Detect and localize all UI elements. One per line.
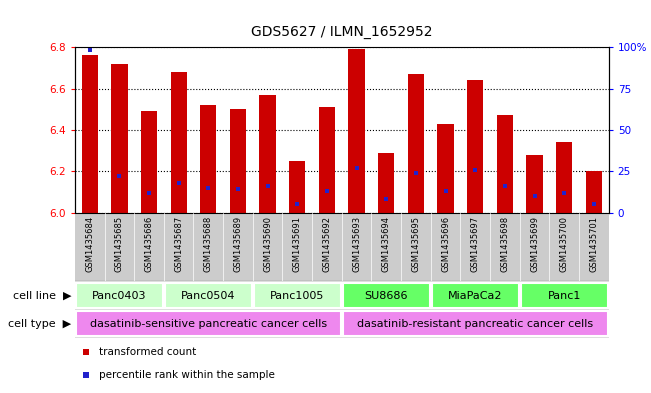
Text: GSM1435694: GSM1435694 [381, 216, 391, 272]
Text: GSM1435689: GSM1435689 [234, 216, 242, 272]
Bar [76, 311, 341, 336]
Bar [319, 107, 335, 213]
Bar [165, 283, 252, 308]
Text: GSM1435685: GSM1435685 [115, 216, 124, 272]
Text: GSM1435697: GSM1435697 [471, 216, 480, 272]
Text: GSM1435701: GSM1435701 [589, 216, 598, 272]
Bar [497, 116, 513, 213]
Bar [171, 72, 187, 213]
Bar [230, 109, 246, 213]
Text: GDS5627 / ILMN_1652952: GDS5627 / ILMN_1652952 [251, 25, 432, 39]
Bar [200, 105, 217, 213]
Text: MiaPaCa2: MiaPaCa2 [448, 290, 503, 301]
Text: Panc1005: Panc1005 [270, 290, 324, 301]
Text: Panc0504: Panc0504 [181, 290, 236, 301]
Text: GSM1435698: GSM1435698 [501, 216, 509, 272]
Bar [342, 311, 608, 336]
Bar [141, 111, 157, 213]
Bar [348, 49, 365, 213]
Text: cell line  ▶: cell line ▶ [13, 290, 72, 301]
Text: GSM1435692: GSM1435692 [322, 216, 331, 272]
Text: GSM1435687: GSM1435687 [174, 216, 183, 272]
Bar [586, 171, 602, 213]
Text: GSM1435699: GSM1435699 [530, 216, 539, 272]
Bar [521, 283, 608, 308]
Bar [432, 283, 519, 308]
Text: Panc1: Panc1 [547, 290, 581, 301]
Text: GSM1435688: GSM1435688 [204, 216, 213, 272]
Text: SU8686: SU8686 [365, 290, 408, 301]
Text: GSM1435684: GSM1435684 [85, 216, 94, 272]
Bar [378, 152, 395, 213]
Text: GSM1435700: GSM1435700 [560, 216, 569, 272]
Text: GSM1435693: GSM1435693 [352, 216, 361, 272]
Text: cell type  ▶: cell type ▶ [8, 319, 72, 329]
Bar [76, 283, 163, 308]
Text: Panc0403: Panc0403 [92, 290, 146, 301]
Text: GSM1435695: GSM1435695 [411, 216, 421, 272]
Text: GSM1435696: GSM1435696 [441, 216, 450, 272]
Bar [342, 283, 430, 308]
Text: dasatinib-sensitive pancreatic cancer cells: dasatinib-sensitive pancreatic cancer ce… [90, 319, 327, 329]
Bar [111, 64, 128, 213]
Bar [81, 55, 98, 213]
Bar [260, 95, 276, 213]
Text: dasatinib-resistant pancreatic cancer cells: dasatinib-resistant pancreatic cancer ce… [357, 319, 593, 329]
Text: GSM1435691: GSM1435691 [293, 216, 302, 272]
Bar [254, 283, 341, 308]
Bar [437, 124, 454, 213]
Text: percentile rank within the sample: percentile rank within the sample [99, 370, 275, 380]
Text: transformed count: transformed count [99, 347, 196, 357]
Bar [527, 155, 543, 213]
Text: GSM1435690: GSM1435690 [263, 216, 272, 272]
Bar [556, 142, 572, 213]
Bar [467, 80, 484, 213]
Bar [289, 161, 305, 213]
Text: GSM1435686: GSM1435686 [145, 216, 154, 272]
Bar [408, 74, 424, 213]
